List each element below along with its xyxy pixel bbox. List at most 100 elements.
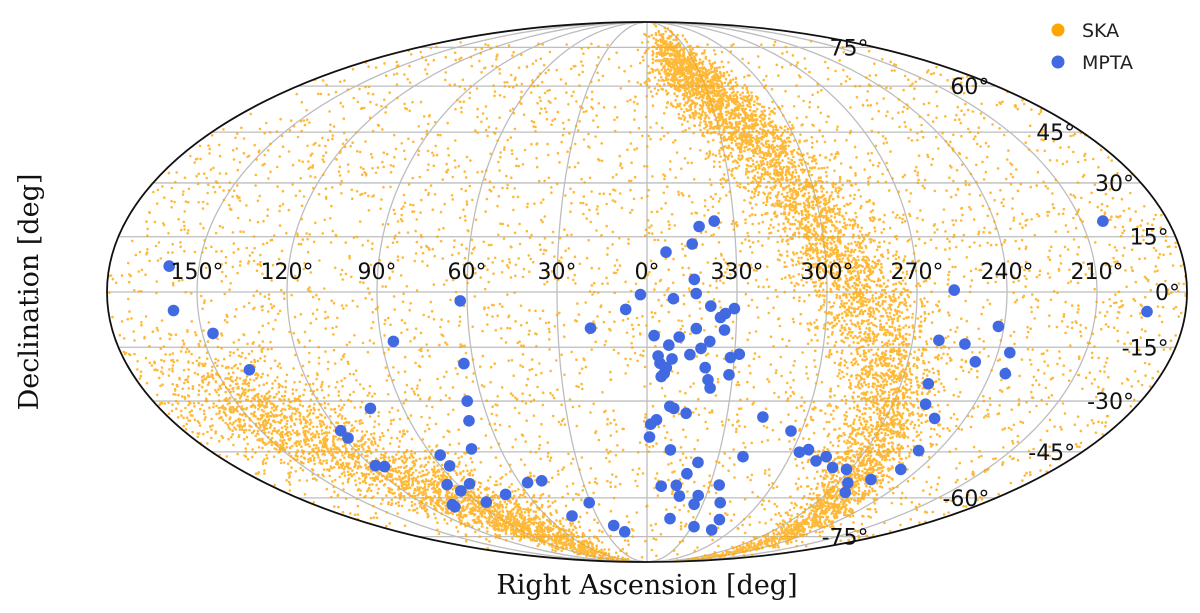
mpta-point — [584, 322, 597, 335]
y-tick-label: 75° — [830, 36, 869, 61]
mpta-point — [999, 367, 1012, 380]
y-tick-label: 30° — [1095, 172, 1134, 197]
mpta-point — [455, 485, 467, 497]
mpta-point — [919, 398, 932, 411]
mpta-point — [708, 215, 720, 227]
x-tick-label: 300° — [801, 260, 854, 285]
mpta-point — [648, 329, 660, 342]
mpta-point — [607, 519, 620, 532]
mpta-point — [667, 292, 680, 305]
mpta-point — [684, 348, 696, 361]
mpta-point — [163, 260, 175, 272]
mpta-point — [695, 342, 707, 355]
mpta-point — [705, 300, 717, 312]
mpta-point — [167, 304, 180, 317]
mpta-point — [705, 524, 718, 536]
mpta-point — [690, 287, 702, 300]
x-tick-label: 120° — [261, 260, 314, 285]
x-tick-label: 60° — [448, 260, 487, 285]
mpta-point — [810, 455, 822, 467]
mpta-point — [364, 402, 377, 415]
mpta-point — [842, 477, 854, 489]
mpta-point — [728, 302, 741, 315]
mpta-point — [673, 490, 686, 502]
mpta-point — [713, 479, 725, 491]
mpta-point — [449, 501, 461, 513]
mpta-point — [757, 411, 769, 423]
mpta-point — [664, 512, 676, 525]
mpta-point — [461, 395, 474, 407]
mpta-point — [785, 425, 797, 437]
x-tick-labels: 210° 240° 270° 300° 330° 0° 30° 60° 90° 120° 150° — [171, 260, 1124, 285]
mpta-point — [458, 357, 470, 370]
mpta-point — [666, 353, 678, 365]
y-tick-label: -60° — [942, 487, 989, 512]
mpta-point — [1004, 346, 1016, 359]
mpta-point — [443, 460, 456, 472]
legend: SKA MPTA — [1051, 20, 1133, 74]
mpta-point — [820, 450, 832, 463]
mpta-point — [1097, 215, 1109, 227]
mpta-series — [163, 215, 1153, 538]
mpta-point — [895, 463, 907, 476]
x-tick-label: 0° — [635, 260, 660, 285]
mpta-point — [441, 478, 453, 491]
mpta-point — [948, 284, 960, 296]
mpta-point — [652, 350, 664, 362]
mpta-point — [664, 444, 677, 456]
mpta-point — [465, 443, 478, 455]
mpta-point — [713, 513, 726, 526]
mpta-point — [378, 460, 391, 473]
mpta-point — [463, 478, 476, 490]
mpta-point — [802, 443, 815, 456]
mpta-point — [693, 220, 705, 233]
mpta-point — [840, 463, 853, 476]
mpta-point — [714, 496, 726, 509]
mpta-point — [724, 351, 737, 364]
legend-label-ska: SKA — [1082, 20, 1119, 42]
mpta-point — [664, 400, 676, 413]
mpta-point — [793, 446, 806, 459]
mpta-point — [733, 348, 746, 361]
y-tick-label: 60° — [950, 75, 989, 100]
mpta-point — [959, 338, 971, 350]
y-tick-label: -45° — [1028, 441, 1075, 466]
mpta-point — [619, 303, 632, 316]
mpta-point — [865, 473, 877, 486]
mpta-point — [644, 418, 657, 431]
mpta-point — [434, 449, 447, 461]
x-tick-label: 240° — [981, 260, 1034, 285]
mpta-point — [839, 486, 852, 499]
mpta-point — [737, 450, 749, 463]
x-axis-label: Right Ascension [deg] — [496, 570, 797, 601]
y-tick-label: -75° — [822, 526, 869, 551]
x-tick-label: 210° — [1071, 260, 1124, 285]
legend-marker-ska — [1051, 23, 1065, 37]
mpta-point — [688, 520, 700, 533]
mpta-point — [535, 475, 548, 487]
mpta-point — [928, 412, 941, 425]
y-axis-label: Declination [deg] — [14, 174, 45, 411]
mpta-point — [692, 489, 704, 502]
mpta-point — [690, 322, 703, 335]
mpta-point — [681, 467, 693, 480]
mpta-point — [634, 288, 647, 301]
mpta-point — [480, 496, 493, 508]
x-tick-label: 150° — [171, 260, 224, 285]
mpta-point — [663, 339, 675, 351]
mpta-point — [688, 498, 700, 511]
mpta-point — [826, 461, 839, 474]
mpta-point — [969, 356, 982, 368]
mpta-point — [933, 334, 945, 347]
mpta-point — [369, 459, 382, 472]
mpta-point — [673, 331, 685, 343]
mpta-point — [454, 295, 467, 307]
ska-series — [107, 22, 1187, 562]
mpta-point — [499, 488, 512, 501]
mpta-point — [618, 526, 631, 538]
mpta-point — [334, 424, 347, 437]
y-tick-label: -30° — [1087, 390, 1134, 415]
mpta-point — [1141, 305, 1153, 318]
legend-label-mpta: MPTA — [1082, 52, 1133, 74]
